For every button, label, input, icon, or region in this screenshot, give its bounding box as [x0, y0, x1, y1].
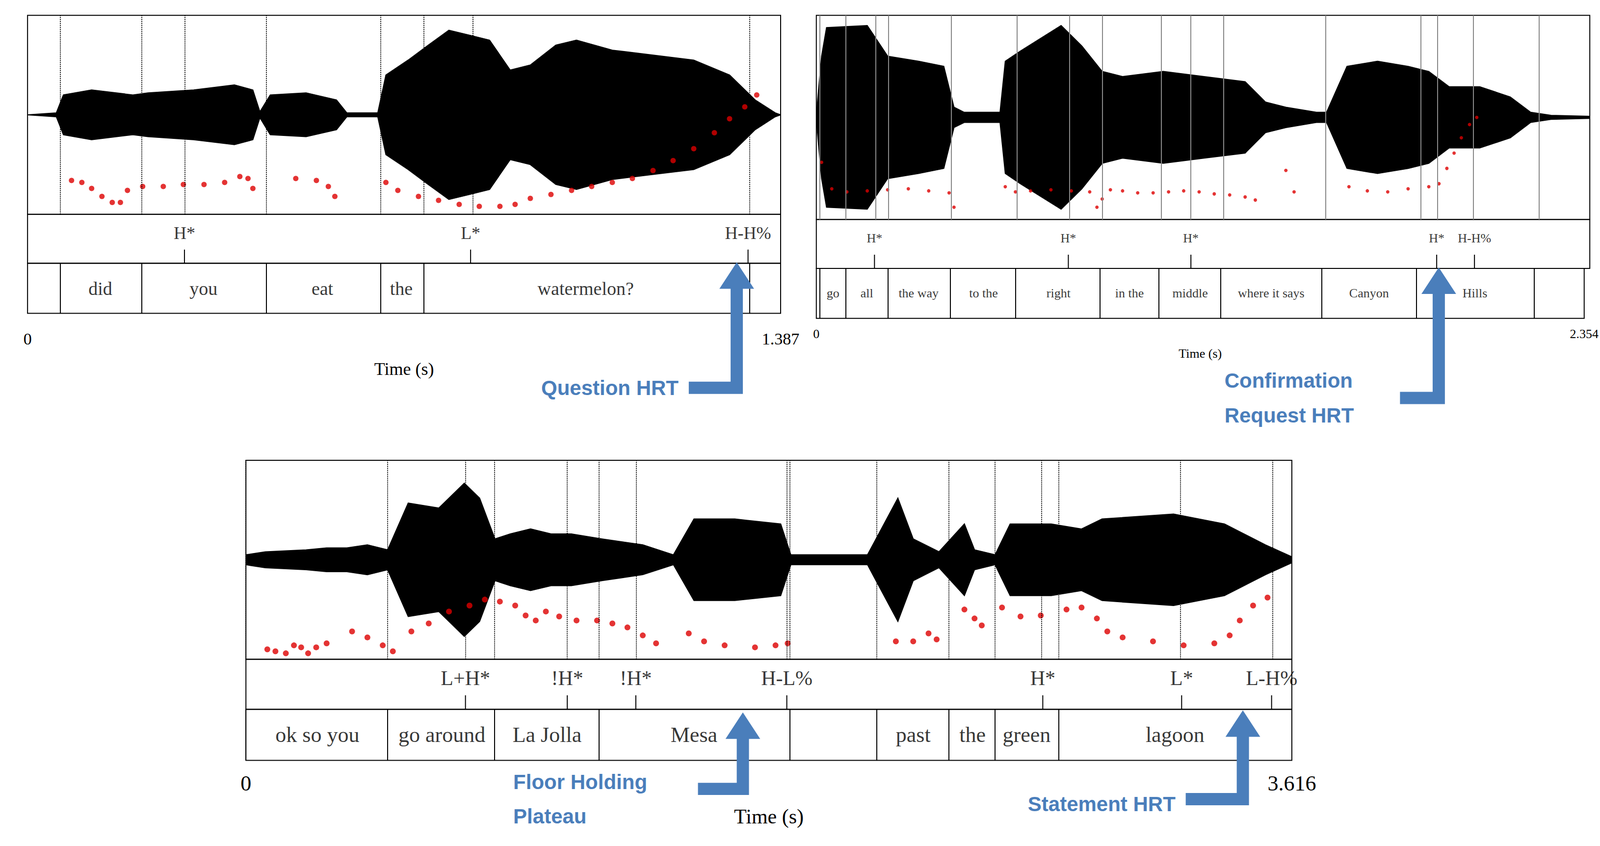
svg-text:the way: the way: [898, 286, 939, 301]
svg-text:H*: H*: [173, 223, 196, 243]
svg-text:right: right: [1046, 286, 1072, 301]
svg-text:Statement HRT: Statement HRT: [1027, 792, 1176, 816]
svg-text:past: past: [895, 722, 931, 747]
svg-text:H*: H*: [1060, 231, 1077, 246]
svg-text:the: the: [390, 278, 413, 299]
svg-text:Canyon: Canyon: [1349, 286, 1390, 301]
svg-text:H*: H*: [1182, 231, 1199, 246]
svg-text:watermelon?: watermelon?: [537, 278, 634, 299]
svg-text:H-L%: H-L%: [760, 666, 813, 690]
svg-text:L-H%: L-H%: [1245, 666, 1298, 690]
svg-text:H*: H*: [1428, 231, 1445, 246]
svg-text:Time (s): Time (s): [734, 805, 804, 829]
svg-text:Mesa: Mesa: [670, 722, 718, 747]
svg-text:0: 0: [813, 326, 820, 341]
svg-text:0: 0: [240, 771, 252, 796]
svg-text:middle: middle: [1172, 286, 1208, 301]
svg-text:eat: eat: [311, 278, 334, 299]
svg-text:H*: H*: [866, 231, 883, 246]
svg-text:0: 0: [23, 329, 32, 348]
svg-text:!H*: !H*: [551, 666, 584, 690]
svg-text:green: green: [1002, 722, 1051, 747]
svg-text:lagoon: lagoon: [1145, 722, 1205, 747]
svg-text:the: the: [959, 722, 986, 747]
svg-text:ok so you: ok so you: [275, 722, 360, 747]
svg-text:Time (s): Time (s): [374, 359, 435, 379]
svg-text:you: you: [189, 278, 218, 299]
svg-text:H-H%: H-H%: [1457, 231, 1492, 246]
svg-text:all: all: [860, 286, 874, 301]
svg-text:did: did: [88, 278, 113, 299]
svg-text:Time (s): Time (s): [1178, 346, 1222, 361]
svg-text:Request HRT: Request HRT: [1224, 403, 1355, 427]
svg-text:where it says: where it says: [1237, 286, 1305, 301]
svg-text:H-H%: H-H%: [725, 223, 772, 243]
svg-text:Hills: Hills: [1462, 286, 1488, 301]
svg-text:Plateau: Plateau: [513, 804, 587, 828]
svg-text:L*: L*: [1170, 666, 1194, 690]
svg-text:Confirmation: Confirmation: [1224, 368, 1353, 393]
svg-text:go: go: [826, 286, 840, 301]
svg-text:1.387: 1.387: [761, 329, 800, 348]
svg-text:!H*: !H*: [619, 666, 652, 690]
svg-text:L+H*: L+H*: [440, 666, 491, 690]
svg-text:La Jolla: La Jolla: [512, 722, 582, 747]
svg-text:H*: H*: [1030, 666, 1056, 690]
svg-text:2.354: 2.354: [1570, 326, 1600, 341]
svg-text:Floor Holding: Floor Holding: [513, 770, 648, 794]
svg-text:L*: L*: [460, 223, 481, 243]
svg-text:in the: in the: [1115, 286, 1145, 301]
svg-text:go around: go around: [398, 722, 486, 747]
svg-text:to the: to the: [969, 286, 998, 301]
svg-text:3.616: 3.616: [1267, 771, 1316, 796]
svg-text:Question HRT: Question HRT: [541, 376, 679, 400]
